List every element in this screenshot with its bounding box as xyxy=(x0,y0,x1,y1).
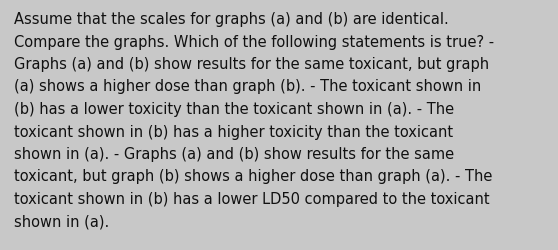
Text: (b) has a lower toxicity than the toxicant shown in (a). - The: (b) has a lower toxicity than the toxica… xyxy=(14,102,454,116)
Text: shown in (a). - Graphs (a) and (b) show results for the same: shown in (a). - Graphs (a) and (b) show … xyxy=(14,146,454,161)
Text: Compare the graphs. Which of the following statements is true? -: Compare the graphs. Which of the followi… xyxy=(14,34,494,49)
Text: Assume that the scales for graphs (a) and (b) are identical.: Assume that the scales for graphs (a) an… xyxy=(14,12,449,27)
Text: toxicant shown in (b) has a higher toxicity than the toxicant: toxicant shown in (b) has a higher toxic… xyxy=(14,124,453,139)
Text: (a) shows a higher dose than graph (b). - The toxicant shown in: (a) shows a higher dose than graph (b). … xyxy=(14,79,481,94)
Text: Graphs (a) and (b) show results for the same toxicant, but graph: Graphs (a) and (b) show results for the … xyxy=(14,57,489,72)
Text: toxicant, but graph (b) shows a higher dose than graph (a). - The: toxicant, but graph (b) shows a higher d… xyxy=(14,169,492,184)
Text: shown in (a).: shown in (a). xyxy=(14,214,109,228)
Text: toxicant shown in (b) has a lower LD50 compared to the toxicant: toxicant shown in (b) has a lower LD50 c… xyxy=(14,191,489,206)
